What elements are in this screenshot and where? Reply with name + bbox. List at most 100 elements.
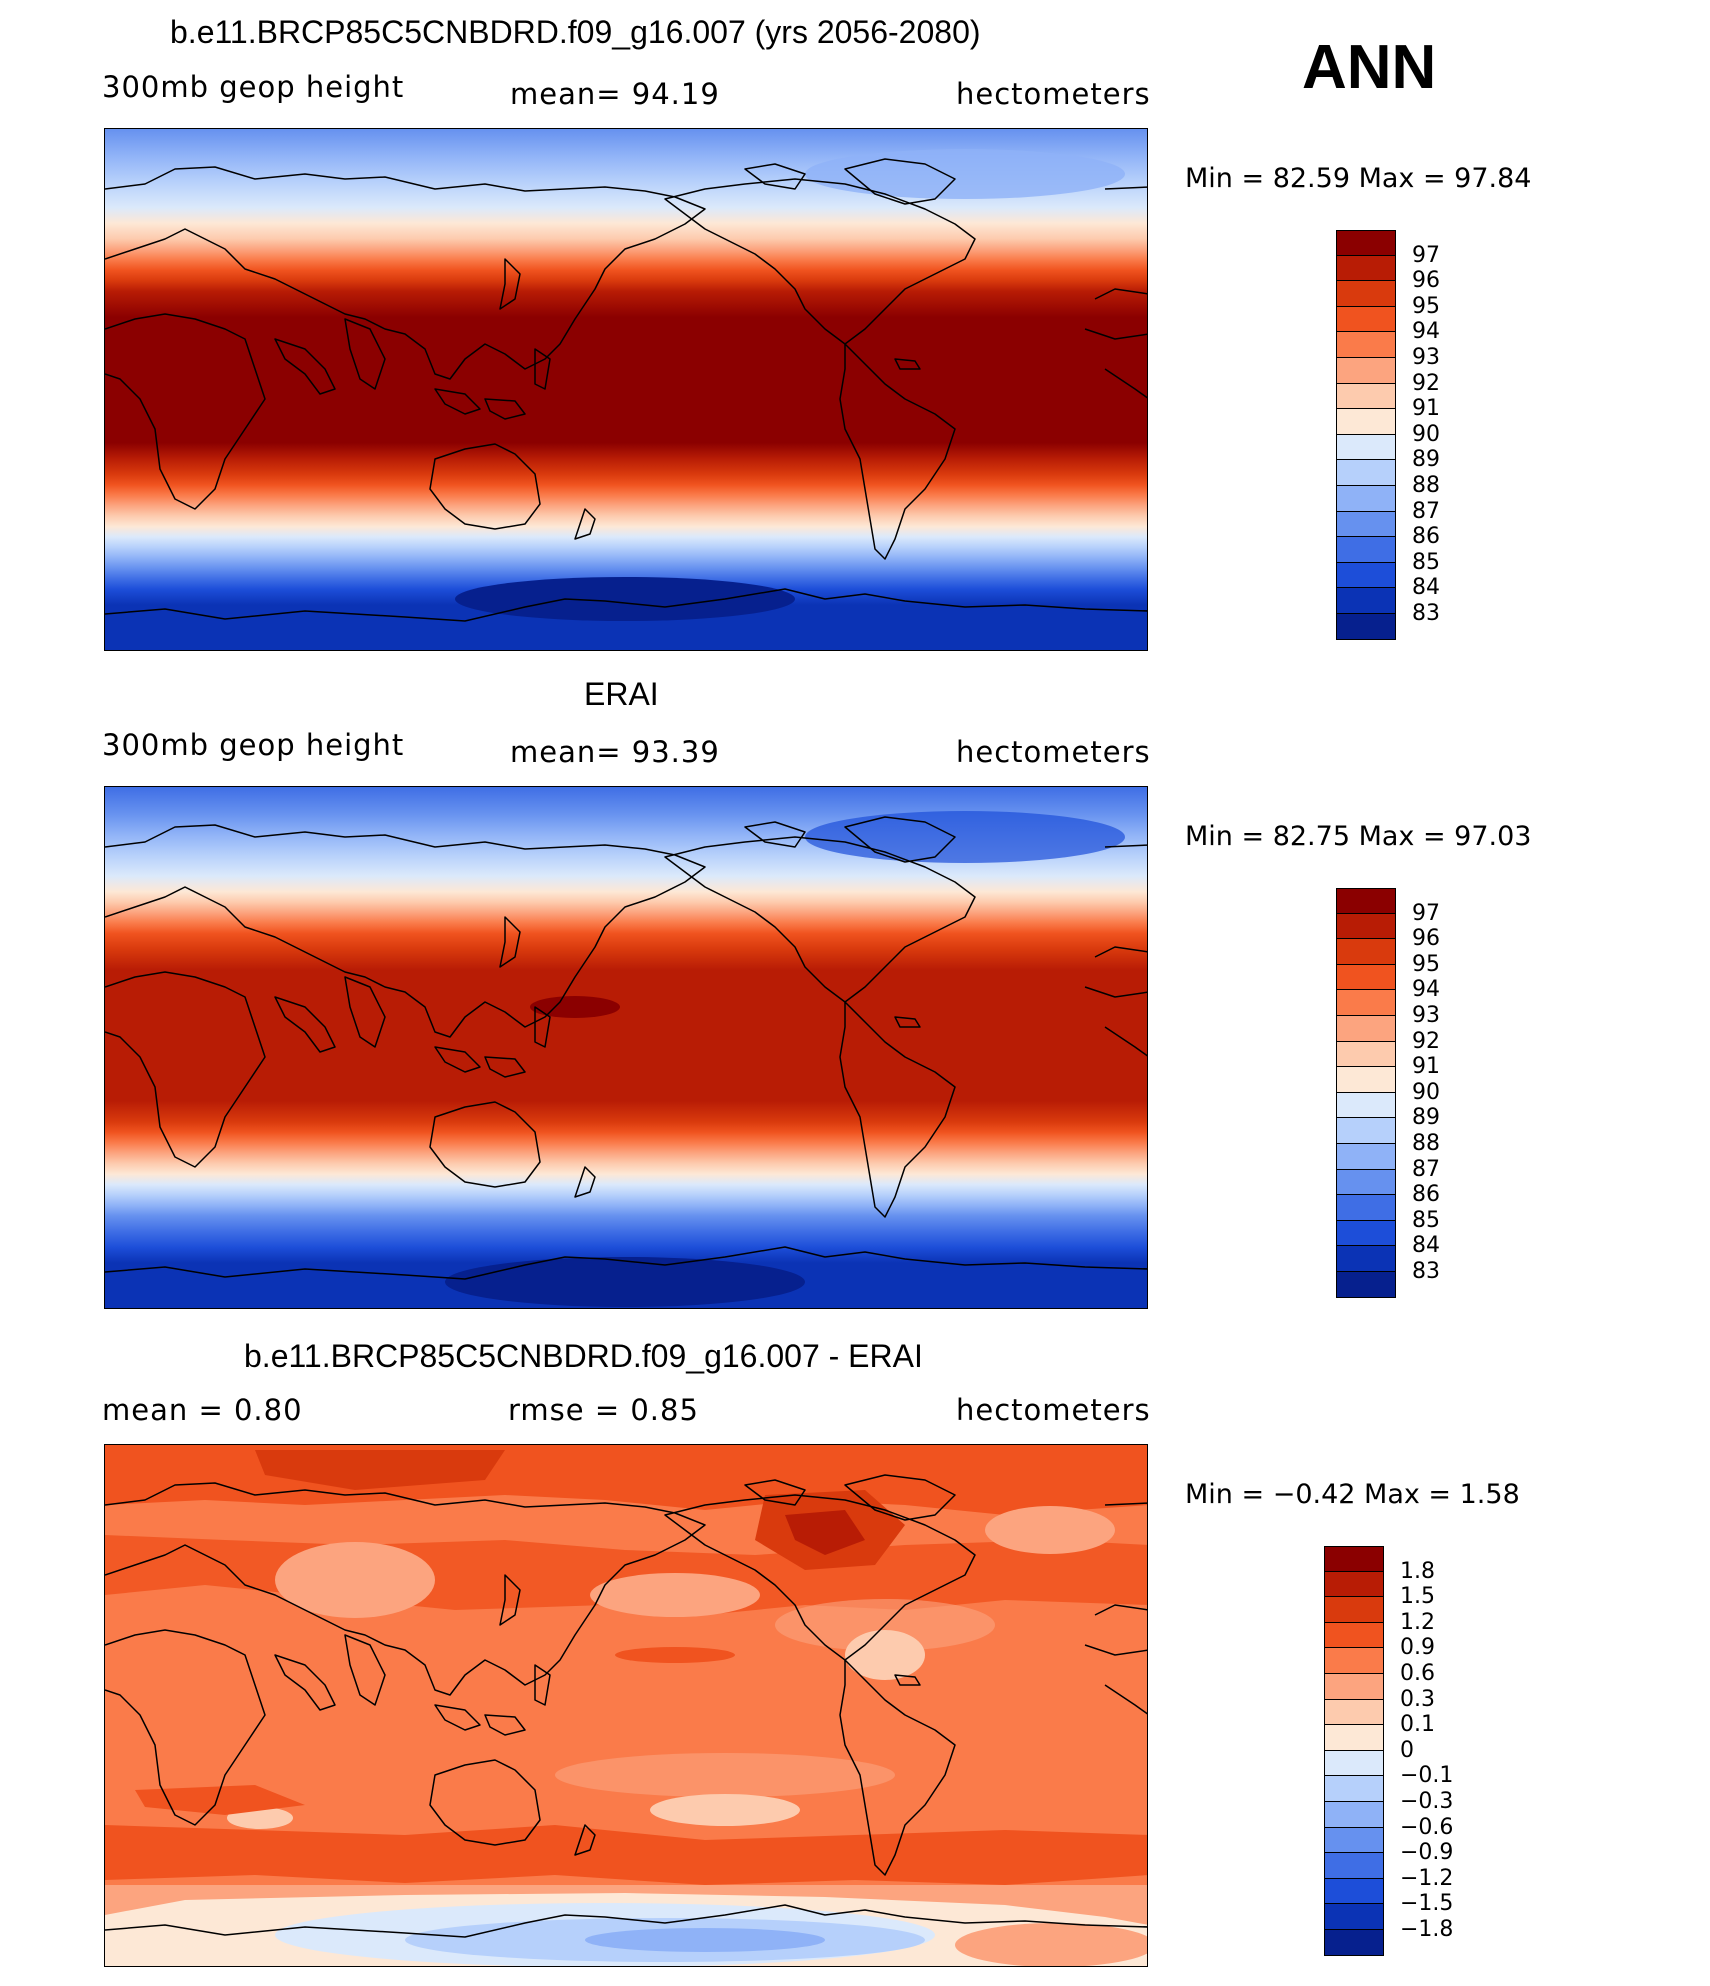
panel2-left-label: 300mb geop height [102,728,405,762]
colorbar-tick-label: 94 [1412,319,1440,345]
colorbar-tick-label: 92 [1412,370,1440,396]
colorbar-swatch [1324,1674,1384,1700]
panel2-map [104,786,1148,1309]
colorbar-tick-label: 88 [1412,1131,1440,1156]
colorbar-swatch [1324,1597,1384,1623]
colorbar-swatch [1336,1220,1396,1247]
colorbar-swatch [1336,588,1396,614]
colorbar-tick-label: 88 [1412,473,1440,498]
colorbar-tick-label: 92 [1412,1028,1440,1054]
colorbar-tick-label: 90 [1412,421,1440,447]
colorbar-swatch [1324,1622,1384,1649]
colorbar-swatch [1324,1750,1384,1777]
colorbar-swatch [1336,1169,1396,1196]
colorbar-tick-label: 84 [1412,1233,1440,1259]
colorbar-tick-label: 91 [1412,396,1440,422]
colorbar-swatch [1336,614,1396,640]
colorbar-swatch [1324,1546,1384,1572]
colorbar-tick-label: 1.8 [1400,1558,1435,1584]
colorbar-tick-label: 89 [1412,447,1440,473]
colorbar-swatch [1324,1725,1384,1751]
colorbar-swatch [1336,332,1396,358]
colorbar-swatch [1324,1930,1384,1956]
colorbar-tick-label: 0 [1400,1737,1414,1763]
colorbar-swatch [1336,913,1396,940]
colorbar-swatch [1336,1092,1396,1119]
colorbar-tick-label: 87 [1412,498,1440,524]
colorbar-swatch [1336,434,1396,461]
colorbar-tick-label: 95 [1412,293,1440,319]
colorbar-swatch [1336,1067,1396,1093]
colorbar-tick-label: 86 [1412,1182,1440,1208]
colorbar-tick-label: 0.6 [1400,1661,1435,1686]
panel3-mean-label: mean = 0.80 [102,1393,303,1427]
colorbar-tick-label: −0.9 [1400,1840,1454,1866]
panel1-left-label: 300mb geop height [102,70,405,104]
panel2-units-label: hectometers [956,735,1151,769]
panel2-title: ERAI [584,676,659,712]
colorbar-tick-label: 89 [1412,1105,1440,1131]
colorbar-tick-label: −0.6 [1400,1814,1454,1840]
colorbar-tick-label: 91 [1412,1054,1440,1080]
colorbar-swatch [1336,1041,1396,1068]
panel1-colorbar: 97 96 95 94 93 92 91 90 89 88 87 86 85 84 83 [1336,230,1536,642]
colorbar-swatch [1336,255,1396,282]
colorbar-tick-label: −1.2 [1400,1865,1454,1891]
panel2-mean-label: mean= 93.39 [510,735,720,769]
colorbar-tick-label: 90 [1412,1079,1440,1105]
colorbar-tick-label: 0.3 [1400,1686,1435,1712]
colorbar-swatch [1336,537,1396,563]
colorbar-swatch [1336,964,1396,991]
colorbar-tick-label: 96 [1412,268,1440,294]
colorbar-swatch [1324,1878,1384,1905]
colorbar-tick-label: 93 [1412,345,1440,370]
panel1-title: b.e11.BRCP85C5CNBDRD.f09_g16.007 (yrs 20… [170,14,981,50]
colorbar-swatch [1336,1118,1396,1144]
colorbar-swatch [1336,460,1396,486]
colorbar-swatch [1324,1776,1384,1802]
colorbar-tick-label: 0.1 [1400,1712,1435,1738]
colorbar-swatch [1336,383,1396,410]
colorbar-tick-label: −0.3 [1400,1789,1454,1814]
colorbar-tick-label: 0.9 [1400,1635,1435,1661]
colorbar-swatch [1324,1827,1384,1854]
colorbar-tick-label: 87 [1412,1156,1440,1182]
colorbar-swatch [1336,409,1396,435]
colorbar-tick-label: 97 [1412,900,1440,926]
panel3-rmse-label: rmse = 0.85 [508,1393,699,1427]
colorbar-swatch [1336,306,1396,333]
colorbar-tick-label: 83 [1412,1259,1440,1284]
colorbar-swatch [1324,1648,1384,1674]
colorbar-swatch [1336,990,1396,1016]
panel1-map [104,128,1148,651]
panel1-min-max: Min = 82.59 Max = 97.84 [1185,163,1532,194]
panel3-map [104,1444,1148,1967]
colorbar-swatch [1336,1144,1396,1170]
colorbar-tick-label: 84 [1412,575,1440,601]
colorbar-swatch [1336,281,1396,307]
panel3-min-max: Min = −0.42 Max = 1.58 [1185,1479,1520,1510]
colorbar-tick-label: −1.8 [1400,1917,1454,1942]
colorbar-tick-label: −1.5 [1400,1891,1454,1917]
colorbar-swatch [1336,486,1396,512]
colorbar-tick-label: 97 [1412,242,1440,268]
colorbar-tick-label: 94 [1412,977,1440,1003]
colorbar-swatch [1324,1904,1384,1930]
colorbar-swatch [1324,1571,1384,1598]
colorbar-swatch [1336,1195,1396,1221]
colorbar-swatch [1336,939,1396,965]
panel3-title: b.e11.BRCP85C5CNBDRD.f09_g16.007 - ERAI [244,1338,923,1374]
panel3-units-label: hectometers [956,1393,1151,1427]
season-label: ANN [1302,33,1437,102]
panel1-units-label: hectometers [956,77,1151,111]
colorbar-tick-label: 83 [1412,601,1440,626]
colorbar-swatch [1324,1802,1384,1828]
colorbar-tick-label: 1.5 [1400,1584,1435,1610]
panel2-min-max: Min = 82.75 Max = 97.03 [1185,821,1532,852]
colorbar-swatch [1336,888,1396,914]
colorbar-swatch [1336,358,1396,384]
colorbar-swatch [1336,230,1396,256]
colorbar-swatch [1324,1699,1384,1726]
colorbar-swatch [1324,1853,1384,1879]
colorbar-tick-label: 1.2 [1400,1609,1435,1635]
